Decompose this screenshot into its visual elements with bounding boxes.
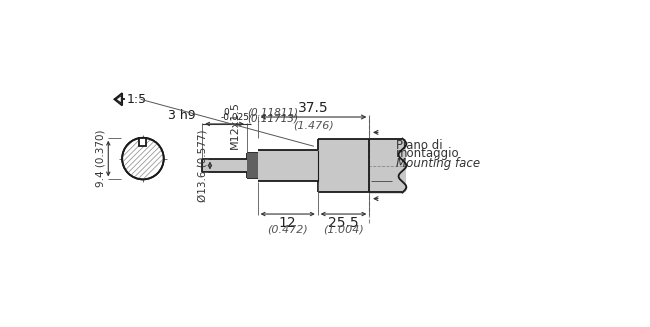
Text: 9.4 (0.370): 9.4 (0.370) xyxy=(96,130,106,187)
Text: 25.5: 25.5 xyxy=(328,215,359,230)
Text: M12x1.5: M12x1.5 xyxy=(229,101,240,148)
Text: montaggio: montaggio xyxy=(396,147,460,161)
Text: Mounting face: Mounting face xyxy=(396,157,480,170)
Text: Piano di: Piano di xyxy=(396,139,443,152)
Text: (0.11811): (0.11811) xyxy=(247,107,298,117)
Circle shape xyxy=(122,138,164,180)
Text: 1:5: 1:5 xyxy=(127,93,147,106)
Text: Ø13.6 (0.577): Ø13.6 (0.577) xyxy=(198,129,207,202)
Text: (1.476): (1.476) xyxy=(293,121,334,131)
Polygon shape xyxy=(257,139,369,193)
Polygon shape xyxy=(116,95,122,103)
Text: -0.025: -0.025 xyxy=(221,113,250,122)
Bar xyxy=(369,139,406,193)
Text: 3 h9: 3 h9 xyxy=(168,110,196,122)
Text: 37.5: 37.5 xyxy=(298,101,329,115)
Text: (1.004): (1.004) xyxy=(323,225,364,235)
Text: (0.11713): (0.11713) xyxy=(247,113,298,123)
Text: (0.472): (0.472) xyxy=(267,225,308,235)
Text: 12: 12 xyxy=(279,215,296,230)
Bar xyxy=(140,138,146,146)
Bar xyxy=(247,153,257,178)
Polygon shape xyxy=(114,93,122,106)
Bar xyxy=(202,159,247,172)
Text: 0: 0 xyxy=(224,108,229,117)
